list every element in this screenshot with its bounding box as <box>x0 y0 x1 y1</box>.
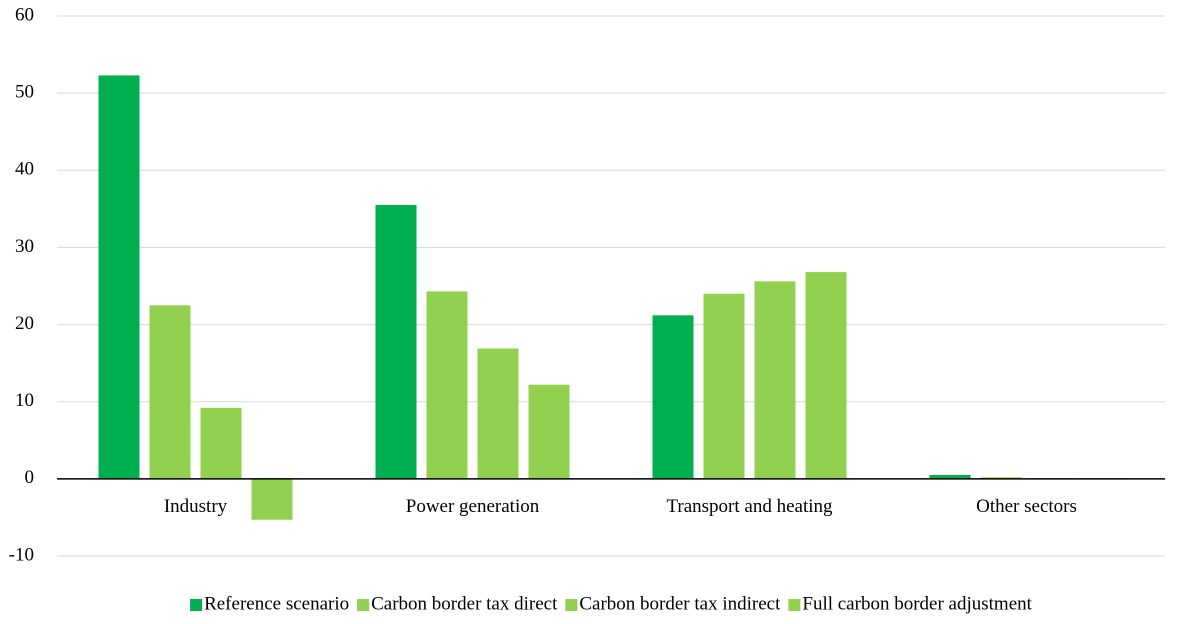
bar <box>200 407 242 479</box>
bar <box>375 205 417 479</box>
legend-swatch <box>565 599 578 611</box>
bar <box>754 281 796 479</box>
legend-label: Reference scenario <box>204 593 349 614</box>
bar <box>528 384 570 479</box>
bar <box>98 75 140 479</box>
bar <box>805 272 847 479</box>
bar <box>251 478 293 520</box>
y-tick-label: 20 <box>15 313 34 334</box>
x-tick-label: Power generation <box>406 496 540 517</box>
bar <box>652 315 694 479</box>
y-tick-label: 30 <box>15 236 34 257</box>
bar <box>703 293 745 479</box>
y-tick-label: 50 <box>15 82 34 103</box>
y-tick-label: 0 <box>25 467 35 488</box>
bar <box>426 291 468 479</box>
x-tick-label: Industry <box>164 496 228 517</box>
legend-swatch <box>357 599 370 611</box>
legend-label: Carbon border tax indirect <box>579 593 781 614</box>
legend-swatch <box>190 599 203 611</box>
legend-label: Full carbon border adjustment <box>802 593 1032 614</box>
x-tick-label: Transport and heating <box>666 496 833 517</box>
y-tick-label: 10 <box>15 390 34 411</box>
bar <box>980 477 1022 479</box>
bar <box>149 305 191 479</box>
bar <box>477 348 519 479</box>
legend-swatch <box>788 599 801 611</box>
y-tick-label: -10 <box>9 544 34 565</box>
y-tick-label: 40 <box>15 159 34 180</box>
x-tick-label: Other sectors <box>976 496 1077 517</box>
y-tick-label: 60 <box>15 4 34 25</box>
bar <box>929 475 971 479</box>
legend-label: Carbon border tax direct <box>371 593 558 614</box>
